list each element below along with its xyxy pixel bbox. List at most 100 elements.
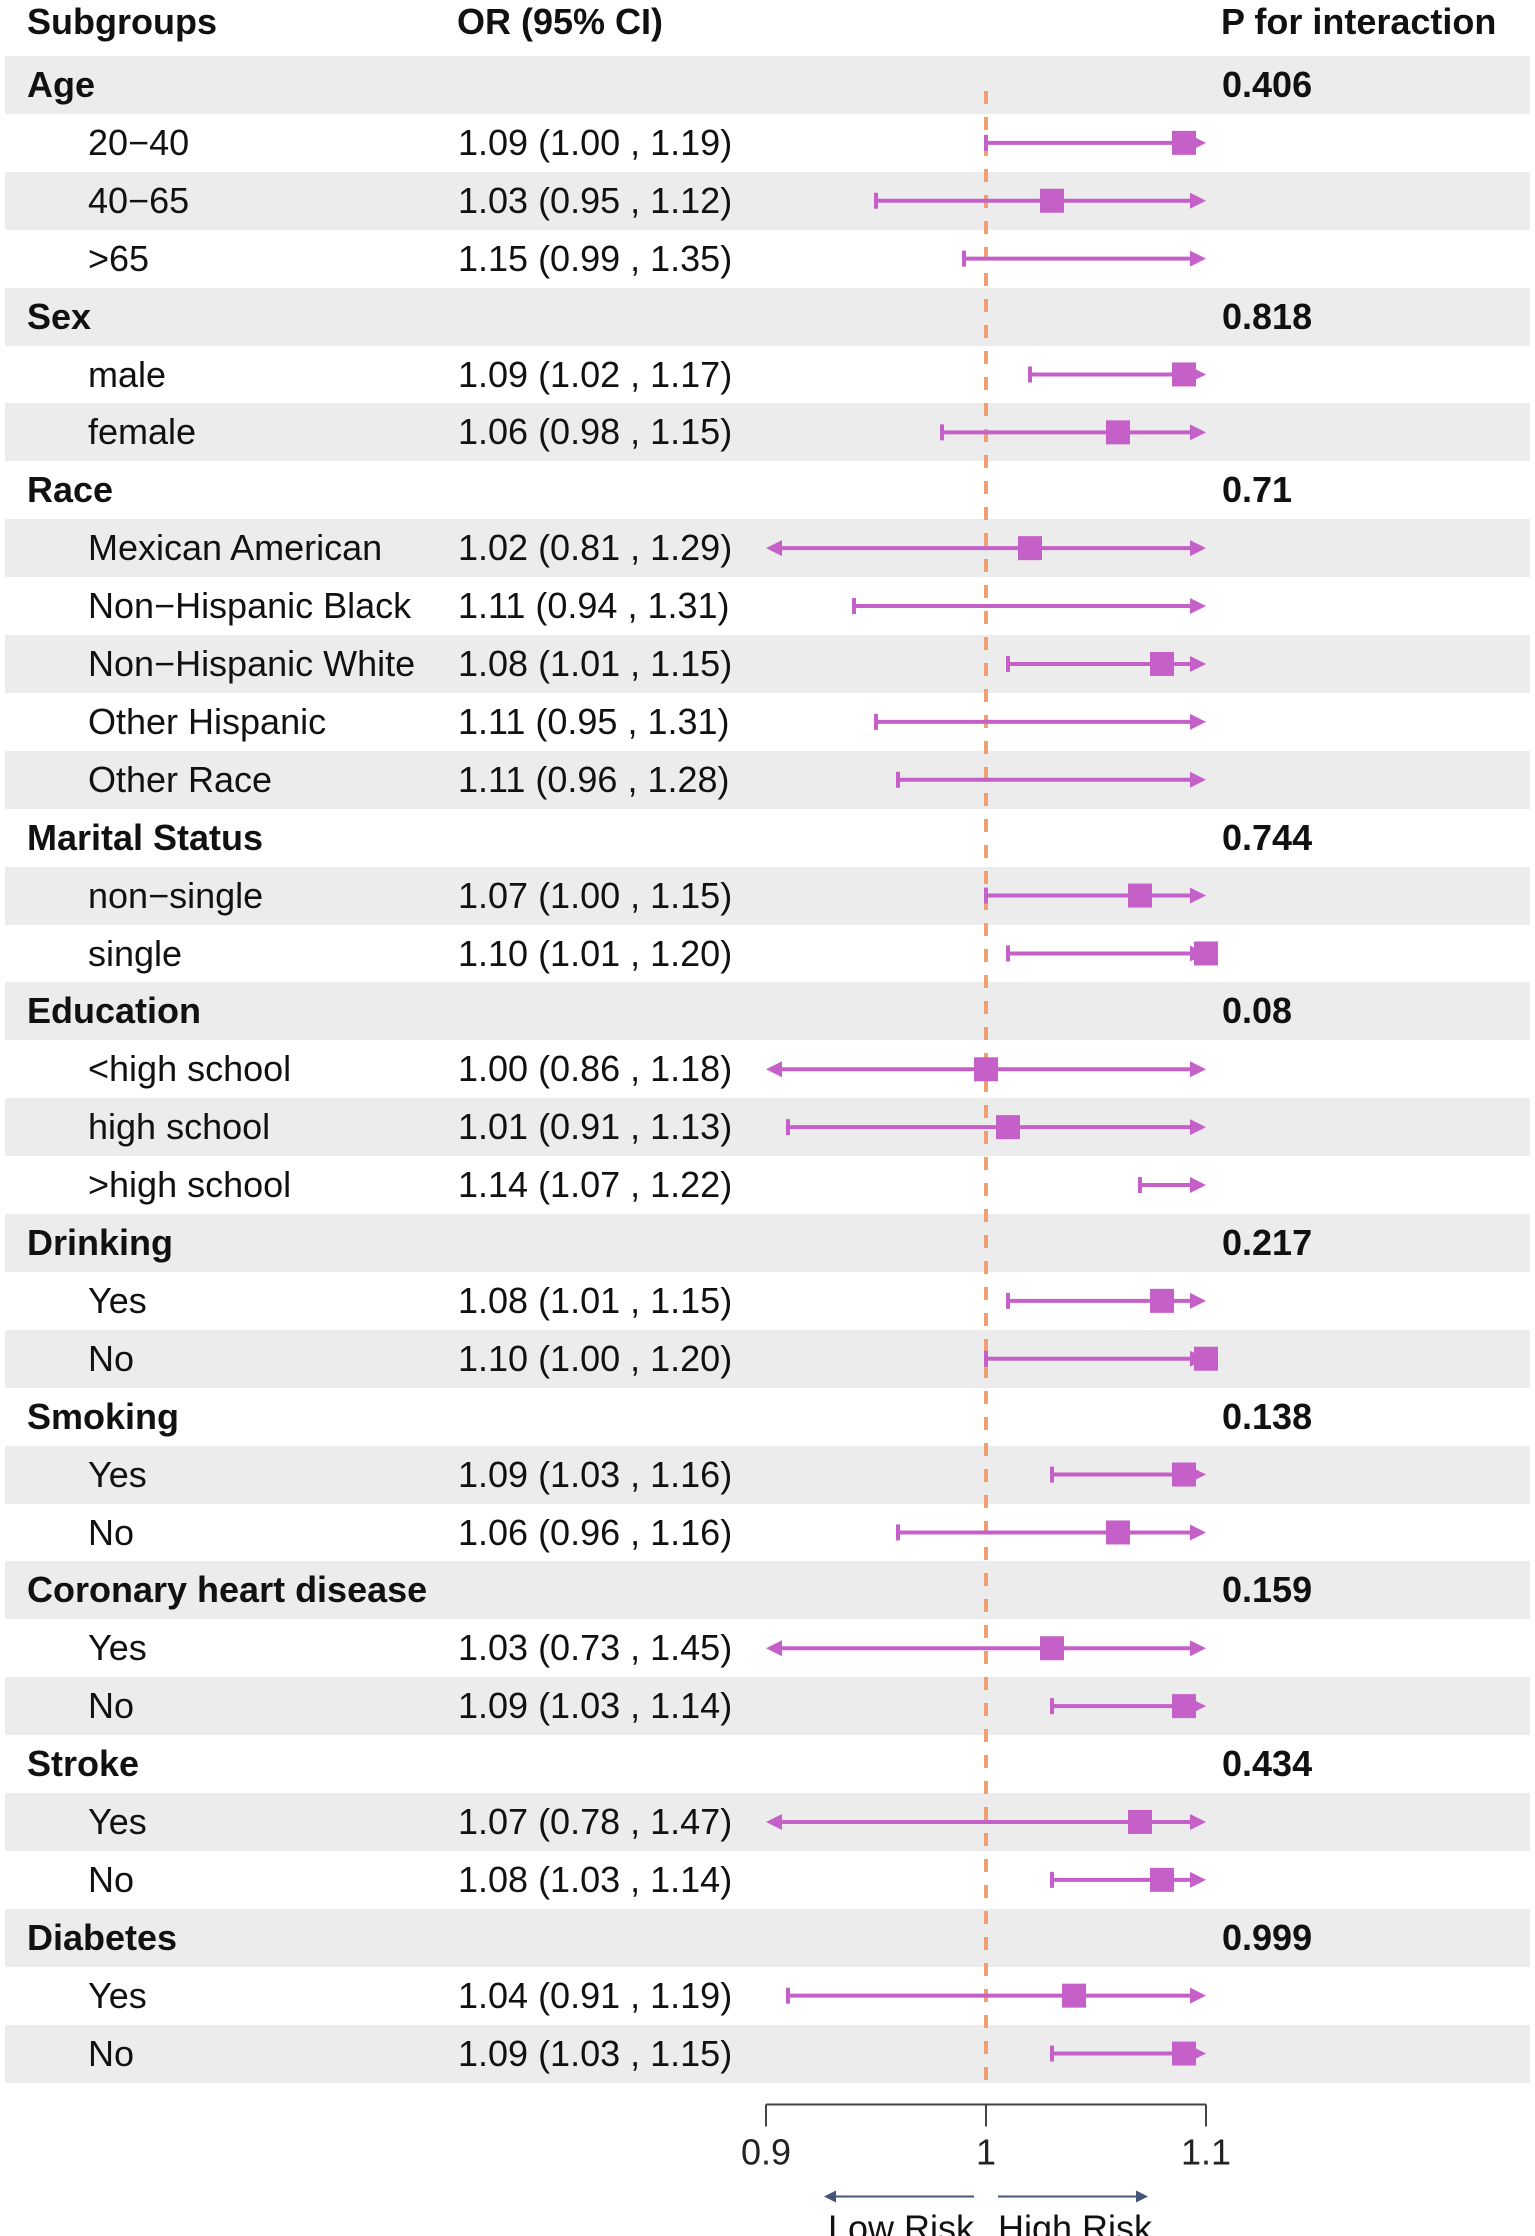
header-p-interaction: P for interaction bbox=[1221, 1, 1497, 42]
group-row: Marital Status 0.744 bbox=[5, 809, 1530, 867]
group-label: Marital Status bbox=[27, 816, 264, 858]
p-interaction-value: 0.744 bbox=[1222, 816, 1313, 858]
or-ci-text: 1.11 (0.94 , 1.31) bbox=[458, 585, 730, 627]
header-or-ci: OR (95% CI) bbox=[457, 1, 664, 42]
or-ci-text: 1.06 (0.96 , 1.16) bbox=[458, 1511, 733, 1553]
group-label: Coronary heart disease bbox=[27, 1569, 428, 1611]
subgroup-row: 20−40 1.09 (1.00 , 1.19) bbox=[5, 114, 1530, 172]
subgroup-row: No 1.08 (1.03 , 1.14) bbox=[5, 1851, 1530, 1909]
subgroup-row: No 1.10 (1.00 , 1.20) bbox=[5, 1329, 1530, 1388]
or-ci-text: 1.04 (0.91 , 1.19) bbox=[458, 1974, 733, 2016]
or-ci-text: 1.03 (0.95 , 1.12) bbox=[458, 179, 733, 221]
or-ci-text: 1.14 (1.07 , 1.22) bbox=[458, 1164, 733, 1206]
or-ci-text: 1.09 (1.00 , 1.19) bbox=[458, 121, 733, 163]
subgroup-label: Other Hispanic bbox=[88, 700, 327, 742]
subgroup-row: Mexican American 1.02 (0.81 , 1.29) bbox=[5, 519, 1530, 578]
subgroup-row: No 1.09 (1.03 , 1.15) bbox=[5, 2024, 1530, 2083]
or-ci-text: 1.01 (0.91 , 1.13) bbox=[458, 1106, 733, 1148]
or-ci-text: 1.08 (1.03 , 1.14) bbox=[458, 1858, 733, 1900]
subgroup-row: No 1.06 (0.96 , 1.16) bbox=[5, 1504, 1530, 1562]
group-row: Age 0.406 bbox=[5, 56, 1530, 114]
subgroup-label: No bbox=[88, 1858, 135, 1900]
subgroup-label: Other Race bbox=[88, 758, 273, 800]
subgroup-label: No bbox=[88, 1685, 135, 1727]
p-interaction-value: 0.999 bbox=[1222, 1916, 1313, 1958]
subgroup-label: >65 bbox=[88, 237, 150, 279]
p-interaction-value: 0.159 bbox=[1222, 1569, 1313, 1611]
or-ci-text: 1.11 (0.96 , 1.28) bbox=[458, 758, 730, 800]
group-row: Stroke 0.434 bbox=[5, 1735, 1530, 1793]
or-ci-text: 1.06 (0.98 , 1.15) bbox=[458, 411, 733, 453]
subgroup-row: Yes 1.03 (0.73 , 1.45) bbox=[5, 1619, 1530, 1677]
subgroup-label: Non−Hispanic White bbox=[88, 643, 416, 684]
or-ci-text: 1.09 (1.03 , 1.15) bbox=[458, 2032, 733, 2074]
group-label: Sex bbox=[27, 295, 92, 337]
subgroup-row: Other Hispanic 1.11 (0.95 , 1.31) bbox=[5, 693, 1530, 751]
group-label: Smoking bbox=[27, 1395, 180, 1437]
subgroup-row: >65 1.15 (0.99 , 1.35) bbox=[5, 230, 1530, 288]
subgroup-label: No bbox=[88, 1337, 135, 1379]
or-ci-text: 1.09 (1.03 , 1.14) bbox=[458, 1685, 733, 1727]
or-ci-text: 1.10 (1.00 , 1.20) bbox=[458, 1337, 733, 1379]
subgroup-label: Mexican American bbox=[88, 527, 383, 569]
subgroup-label: <high school bbox=[88, 1048, 292, 1090]
subgroup-label: >high school bbox=[88, 1164, 292, 1206]
or-ci-text: 1.03 (0.73 , 1.45) bbox=[458, 1627, 733, 1669]
subgroup-label: Yes bbox=[88, 1279, 147, 1321]
subgroup-label: Yes bbox=[88, 1453, 147, 1495]
or-ci-text: 1.11 (0.95 , 1.31) bbox=[458, 700, 730, 742]
or-ci-text: 1.02 (0.81 , 1.29) bbox=[458, 527, 733, 569]
or-ci-text: 1.10 (1.01 , 1.20) bbox=[458, 932, 733, 974]
subgroup-row: Yes 1.04 (0.91 , 1.19) bbox=[5, 1967, 1530, 2025]
subgroup-label: No bbox=[88, 1511, 135, 1553]
or-ci-text: 1.09 (1.03 , 1.16) bbox=[458, 1453, 733, 1495]
or-ci-text: 1.00 (0.86 , 1.18) bbox=[458, 1048, 733, 1090]
group-label: Diabetes bbox=[27, 1916, 178, 1958]
or-ci-text: 1.07 (0.78 , 1.47) bbox=[458, 1801, 733, 1842]
subgroup-label: 20−40 bbox=[88, 121, 190, 163]
group-label: Race bbox=[27, 469, 114, 511]
group-row: Smoking 0.138 bbox=[5, 1388, 1530, 1446]
subgroup-row: >high school 1.14 (1.07 , 1.22) bbox=[5, 1156, 1530, 1214]
group-row: Diabetes 0.999 bbox=[5, 1908, 1530, 1967]
p-interaction-value: 0.434 bbox=[1222, 1743, 1313, 1785]
subgroup-row: Non−Hispanic Black 1.11 (0.94 , 1.31) bbox=[5, 577, 1530, 635]
group-row: Coronary heart disease 0.159 bbox=[5, 1561, 1530, 1620]
subgroup-row: Yes 1.09 (1.03 , 1.16) bbox=[5, 1445, 1530, 1504]
subgroup-row: <high school 1.00 (0.86 , 1.18) bbox=[5, 1040, 1530, 1098]
subgroup-label: Yes bbox=[88, 1627, 147, 1669]
subgroup-label: Non−Hispanic Black bbox=[88, 585, 412, 627]
subgroup-row: Other Race 1.11 (0.96 , 1.28) bbox=[5, 750, 1530, 809]
p-interaction-value: 0.217 bbox=[1222, 1222, 1313, 1263]
subgroup-label: Yes bbox=[88, 1801, 147, 1842]
subgroup-row: male 1.09 (1.02 , 1.17) bbox=[5, 346, 1530, 404]
subgroup-row: 40−65 1.03 (0.95 , 1.12) bbox=[5, 171, 1530, 230]
subgroup-row: high school 1.01 (0.91 , 1.13) bbox=[5, 1098, 1530, 1157]
header-subgroups: Subgroups bbox=[27, 1, 217, 42]
subgroup-label: single bbox=[88, 932, 183, 974]
subgroup-label: high school bbox=[88, 1106, 271, 1148]
subgroup-row: Non−Hispanic White 1.08 (1.01 , 1.15) bbox=[5, 635, 1530, 693]
group-row: Sex 0.818 bbox=[5, 287, 1530, 346]
group-row: Race 0.71 bbox=[5, 461, 1530, 519]
subgroup-label: non−single bbox=[88, 874, 264, 916]
group-row: Drinking 0.217 bbox=[5, 1214, 1530, 1272]
subgroup-label: male bbox=[88, 353, 167, 395]
p-interaction-value: 0.406 bbox=[1222, 64, 1313, 105]
p-interaction-value: 0.818 bbox=[1222, 295, 1313, 337]
group-label: Age bbox=[27, 64, 96, 105]
subgroup-row: non−single 1.07 (1.00 , 1.15) bbox=[5, 866, 1530, 925]
or-ci-text: 1.07 (1.00 , 1.15) bbox=[458, 874, 733, 916]
subgroup-label: female bbox=[88, 411, 197, 453]
p-interaction-value: 0.138 bbox=[1222, 1395, 1313, 1437]
subgroup-label: 40−65 bbox=[88, 179, 190, 221]
p-interaction-value: 0.08 bbox=[1222, 990, 1293, 1032]
or-ci-text: 1.08 (1.01 , 1.15) bbox=[458, 1279, 733, 1321]
subgroup-row: Yes 1.07 (0.78 , 1.47) bbox=[5, 1793, 1530, 1851]
subgroup-row: single 1.10 (1.01 , 1.20) bbox=[5, 925, 1530, 983]
subgroup-row: No 1.09 (1.03 , 1.14) bbox=[5, 1677, 1530, 1736]
subgroup-label: Yes bbox=[88, 1974, 147, 2016]
subgroup-row: Yes 1.08 (1.01 , 1.15) bbox=[5, 1272, 1530, 1330]
